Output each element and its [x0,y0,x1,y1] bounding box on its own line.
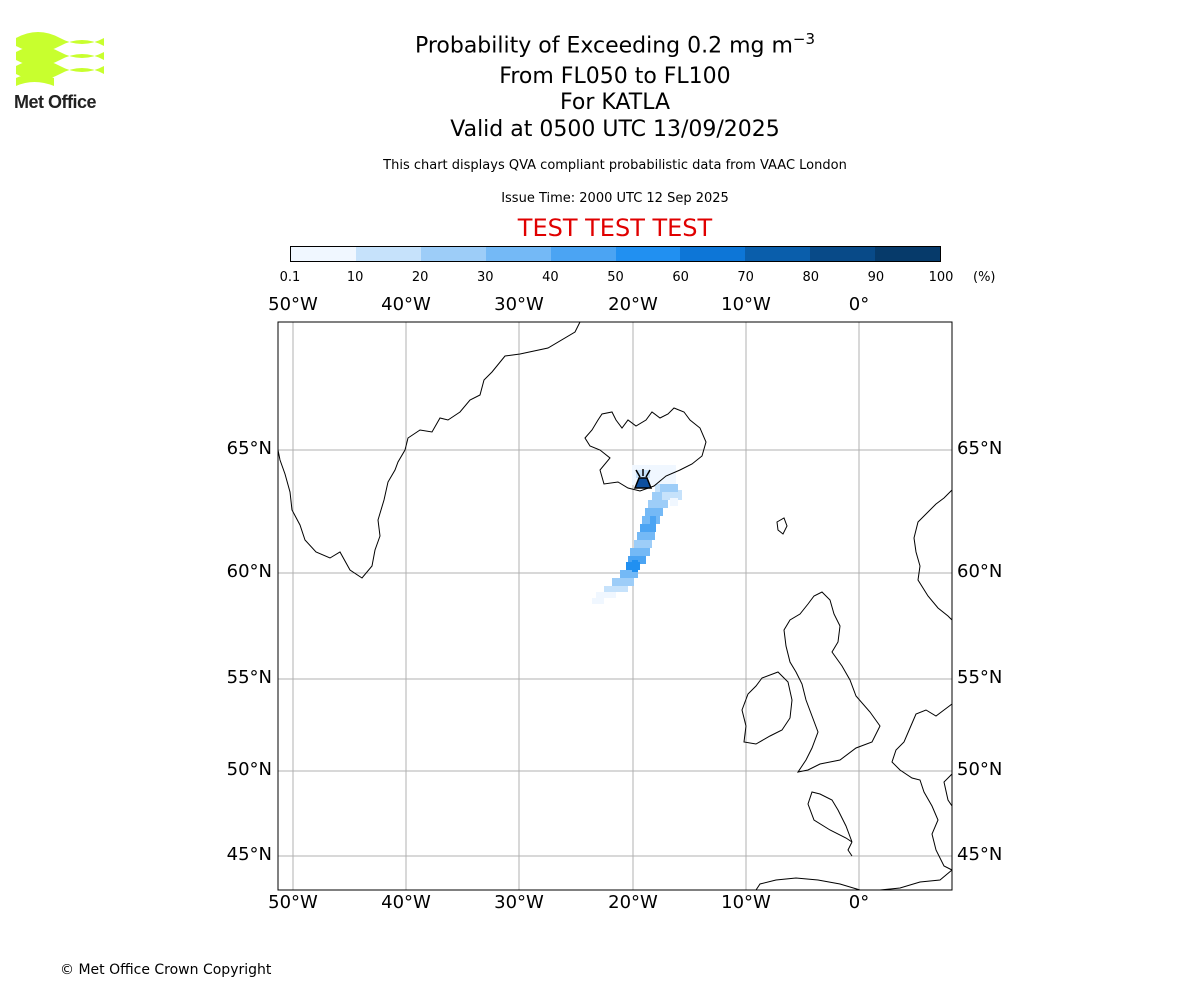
coast-britain [783,591,881,773]
plume-cell [660,484,678,492]
colorbar-segment [485,247,551,261]
met-office-logo: Met Office [14,30,114,114]
coast-norway [913,488,953,622]
coastlines [277,321,953,891]
colorbar-segment [550,247,616,261]
axis-label: 40°W [381,294,431,315]
axis-label: 40°W [381,892,431,913]
volcano-icon [633,469,653,489]
volcano-name: For KATLA [560,90,670,115]
colorbar-segment [875,247,941,261]
axis-label: 60°N [226,561,272,582]
test-banner: TEST TEST TEST [517,214,713,242]
colorbar-segment [420,247,486,261]
colorbar-tick-label: 20 [411,270,429,285]
valid-time: Valid at 0500 UTC 13/09/2025 [450,117,780,142]
chart-title: Probability of Exceeding 0.2 mg m−3 [0,30,1200,58]
plume-cell [662,490,682,500]
plume-cell [620,570,638,578]
axis-label: 30°W [494,892,544,913]
colorbar-segment [291,247,356,261]
coast-europe [755,703,953,891]
colorbar-tick-label: 70 [737,270,754,285]
colorbar-segment [810,247,876,261]
colorbar-tick-label: 0.1 [279,270,301,285]
coast-iceland [584,407,707,492]
axis-label: 60°N [957,561,1003,582]
flight-levels: From FL050 to FL100 [499,64,731,89]
logo-text: Met Office [14,92,97,112]
plume-cell [650,516,656,528]
axis-label: 65°N [957,438,1003,459]
axis-label: 30°W [494,294,544,315]
description-text: This chart displays QVA compliant probab… [383,158,847,173]
plume-cell [650,470,672,482]
axis-label: 50°W [268,892,318,913]
plume-cell [632,560,638,572]
axis-label: 45°N [226,844,272,865]
colorbar-tick-label: 90 [867,270,885,285]
plume-cell [645,508,663,516]
title-main: Probability of Exceeding 0.2 mg m [414,33,793,59]
axis-label: 50°N [957,759,1003,780]
colorbar-segment [745,247,811,261]
plume-cell [634,540,652,548]
plume-cell [596,592,616,598]
colorbar-tick-label: 30 [477,270,494,285]
axis-label: 55°N [957,667,1003,688]
copyright-notice: © Met Office Crown Copyright [60,962,272,978]
colorbar [290,246,941,262]
issue-time: Issue Time: 2000 UTC 12 Sep 2025 [501,191,729,206]
map-frame [277,321,953,891]
map-gridlines [278,322,952,890]
coast-baltic [943,773,953,807]
axis-label: 10°W [721,294,771,315]
axis-label: 50°W [268,294,318,315]
colorbar-ticks: 0.1 10 20 30 40 50 60 70 80 90 100 [280,262,954,286]
colorbar-unit: (%) [973,270,996,285]
plume-cell [630,548,650,556]
plume-cell [648,500,668,508]
coast-greenland [277,321,581,579]
axis-label: 55°N [226,667,272,688]
axis-label: 65°N [226,438,272,459]
plume-cell [592,598,604,604]
plume-cell [670,498,678,506]
axis-label: 20°W [608,294,658,315]
plume-cell [640,524,656,532]
coast-ireland [741,671,793,745]
axis-label: 10°W [721,892,771,913]
colorbar-tick-label: 40 [542,270,559,285]
coast-faroe [776,517,788,535]
plume-cell [612,578,634,586]
colorbar-segment [615,247,681,261]
coast-france-north [847,841,853,857]
axis-label: 45°N [957,844,1003,865]
axis-label: 0° [848,294,870,315]
colorbar-segment [355,247,421,261]
plume-cell [604,586,628,592]
colorbar-tick-label: 50 [607,270,624,285]
colorbar-tick-label: 10 [346,270,364,285]
colorbar-tick-label: 100 [928,270,954,285]
colorbar-segment [680,247,746,261]
axis-label: 0° [848,892,870,913]
axis-label: 20°W [608,892,658,913]
met-office-wave-icon [16,32,104,86]
title-exponent: −3 [792,30,816,48]
colorbar-tick-label: 80 [802,270,820,285]
plume-cell [637,532,655,540]
axis-label: 50°N [226,759,272,780]
colorbar-tick-label: 60 [672,270,689,285]
